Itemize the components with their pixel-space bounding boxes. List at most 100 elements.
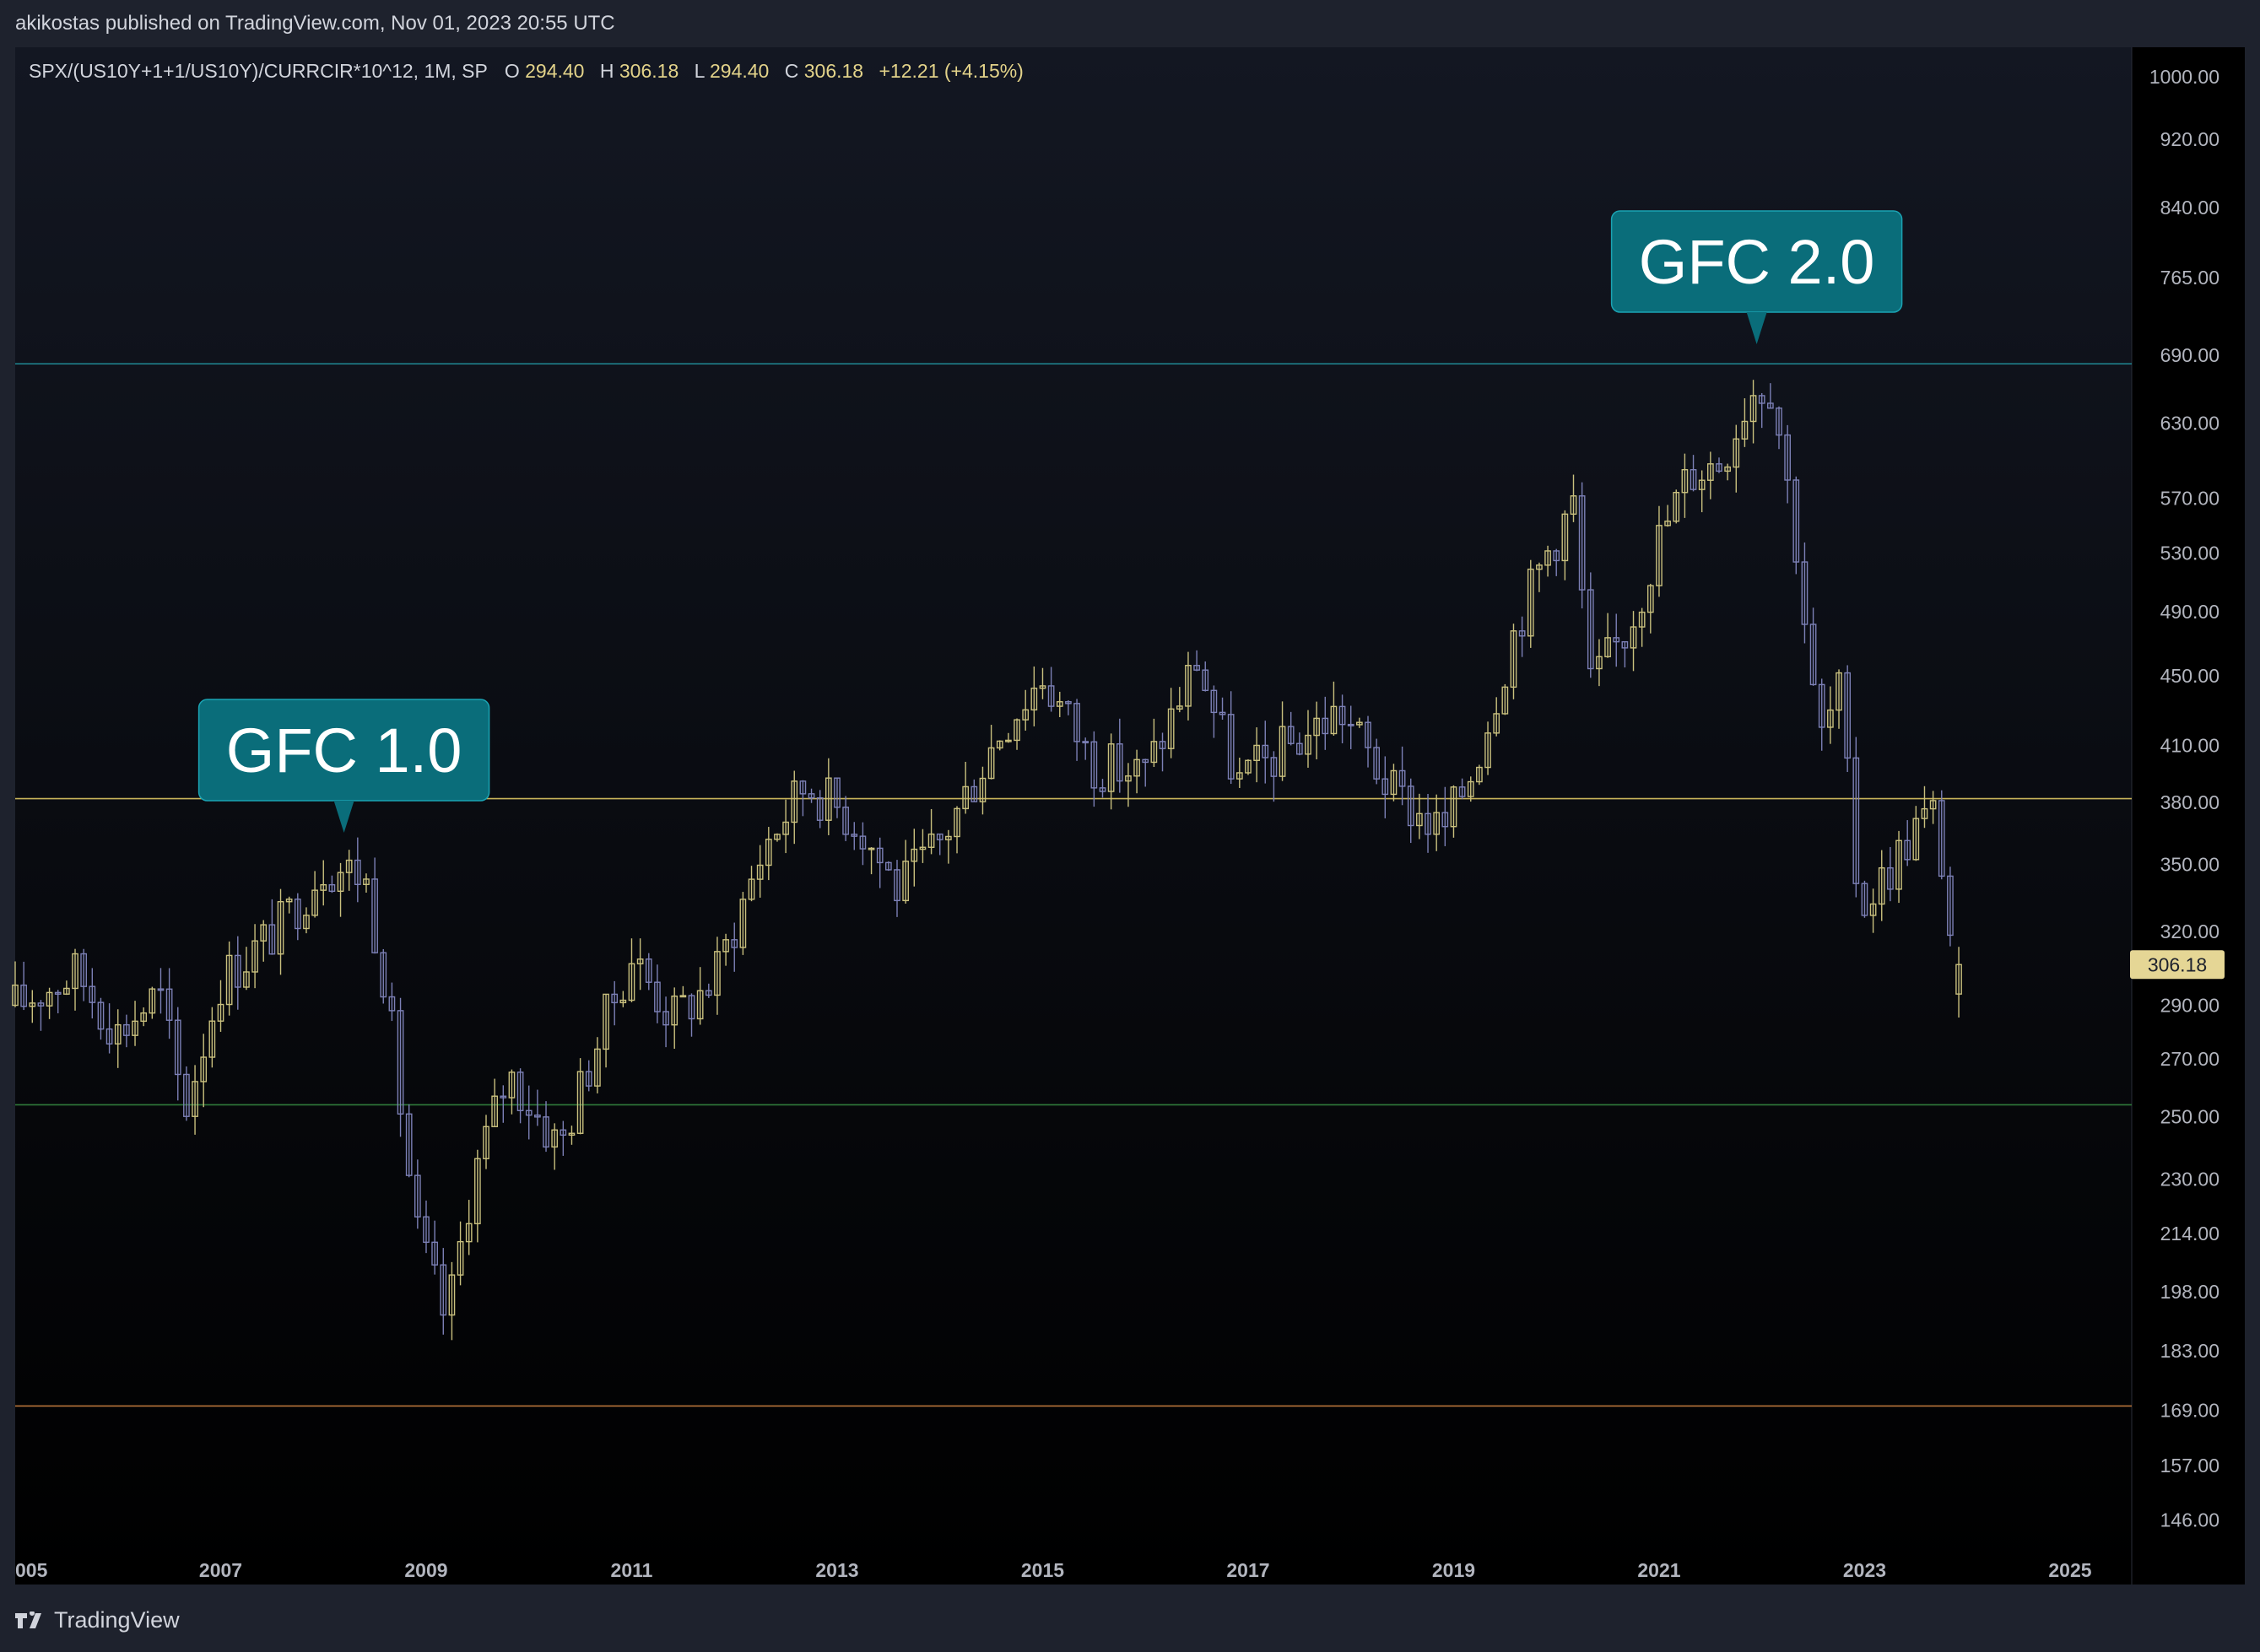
time-tick-label: 2019: [1432, 1559, 1475, 1581]
candle-body: [1159, 741, 1166, 749]
candle-body: [551, 1129, 559, 1148]
candle-body: [1596, 656, 1603, 670]
candle-body: [894, 869, 900, 902]
price-tick-label: 380.00: [2160, 791, 2219, 813]
time-tick-label: 2007: [199, 1559, 242, 1581]
candle-body: [63, 987, 70, 995]
candle-body: [200, 1056, 208, 1082]
candle-body: [1381, 778, 1389, 796]
candle-body: [465, 1223, 473, 1243]
candle-body: [1578, 495, 1586, 591]
candle-body: [380, 952, 387, 998]
candle-body: [320, 883, 327, 891]
candle-body: [1887, 866, 1894, 890]
time-axis: 005 2007 2009 2011 2013 2015 2017 2019 2021 2023 2…: [15, 1559, 2092, 1581]
candle-body: [1193, 665, 1200, 671]
price-tick-label: 765.00: [2160, 267, 2219, 289]
candle-body: [971, 786, 978, 802]
tradingview-logo[interactable]: TradingView: [15, 1607, 180, 1633]
candle-body: [397, 1010, 404, 1115]
annotation-callout[interactable]: GFC 2.0: [1610, 210, 1903, 345]
candle-body: [1262, 744, 1269, 759]
candle-body: [1955, 964, 1962, 995]
candle-body: [662, 1011, 669, 1026]
candle-body: [371, 878, 378, 953]
price-axis-pane[interactable]: [2132, 47, 2245, 1585]
candle-body: [1416, 813, 1423, 827]
candle-body: [345, 859, 353, 873]
candle-body: [876, 847, 884, 864]
candle-body: [1047, 685, 1055, 707]
candle-body: [543, 1116, 549, 1148]
price-tick-label: 157.00: [2160, 1455, 2219, 1477]
annotation-callout[interactable]: GFC 1.0: [197, 699, 490, 834]
candle-body: [183, 1073, 190, 1117]
candle-body: [500, 1095, 507, 1099]
candle-body: [1398, 769, 1406, 787]
candle-body: [1279, 726, 1286, 777]
candle-body: [1852, 757, 1860, 884]
candle-body: [825, 777, 832, 821]
legend-close-value: 306.18: [804, 60, 863, 82]
candle-body: [1338, 705, 1346, 726]
price-tick-label: 410.00: [2160, 735, 2219, 757]
candle-body: [919, 846, 927, 850]
callout-pointer: [1746, 312, 1767, 345]
candle-body: [37, 1002, 45, 1007]
candle-body: [1065, 701, 1072, 705]
candle-body: [1056, 701, 1063, 707]
candle-body: [1706, 463, 1714, 481]
publisher-bar: akikostas published on TradingView.com, …: [0, 0, 2260, 47]
candle-body: [1836, 672, 1842, 711]
candle-body: [987, 747, 995, 780]
time-tick-label: 2017: [1226, 1559, 1269, 1581]
price-tick-label: 920.00: [2160, 128, 2219, 150]
candle-body: [157, 988, 165, 991]
candle-body: [1476, 766, 1483, 783]
candle-body: [654, 981, 661, 1012]
candle-body: [431, 1241, 438, 1266]
candle-body: [440, 1264, 447, 1316]
candle-body: [1441, 812, 1449, 828]
candle-body: [1107, 743, 1115, 792]
candle-body: [1270, 757, 1278, 777]
svg-text:SPX/(US10Y+1+1/US10Y)/CURRCIR*: SPX/(US10Y+1+1/US10Y)/CURRCIR*10^12, 1M,…: [29, 60, 1024, 82]
candle-body: [1690, 469, 1697, 490]
legend-low-value: 294.40: [710, 60, 769, 82]
candle-body: [1450, 786, 1457, 828]
candle-body: [1570, 495, 1577, 516]
candle-body: [474, 1158, 481, 1225]
candle-body: [722, 939, 729, 953]
candle-body: [1929, 800, 1937, 810]
candle-body: [251, 940, 258, 973]
candle-body: [1150, 741, 1158, 764]
candle-body: [1073, 703, 1080, 742]
candle-body: [405, 1113, 413, 1176]
candle-body: [962, 786, 970, 810]
candle-body: [765, 839, 772, 866]
candle-body: [671, 995, 679, 1026]
candle-body: [328, 883, 336, 893]
price-tick-label: 450.00: [2160, 665, 2219, 687]
horizontal-lines: [15, 363, 2132, 1407]
candle-body: [123, 1023, 130, 1036]
time-tick-label: 2023: [1843, 1559, 1886, 1581]
candles: [12, 380, 1962, 1341]
candle-body: [1818, 683, 1825, 728]
candle-body: [534, 1114, 541, 1118]
candle-body: [29, 1002, 36, 1007]
price-tick-label: 320.00: [2160, 920, 2219, 942]
candle-body: [1733, 438, 1740, 468]
candle-body: [1458, 786, 1466, 797]
candle-body: [1467, 780, 1474, 797]
candle-body: [1544, 550, 1551, 566]
candle-body: [1664, 521, 1671, 526]
legend-symbol: SPX/(US10Y+1+1/US10Y)/CURRCIR*10^12, 1M,…: [29, 60, 488, 82]
candle-body: [525, 1109, 533, 1116]
candle-body: [1561, 513, 1569, 562]
candle-body: [636, 958, 644, 964]
candle-body: [1484, 732, 1491, 769]
candle-body: [645, 958, 652, 983]
candle-body: [1801, 561, 1809, 625]
